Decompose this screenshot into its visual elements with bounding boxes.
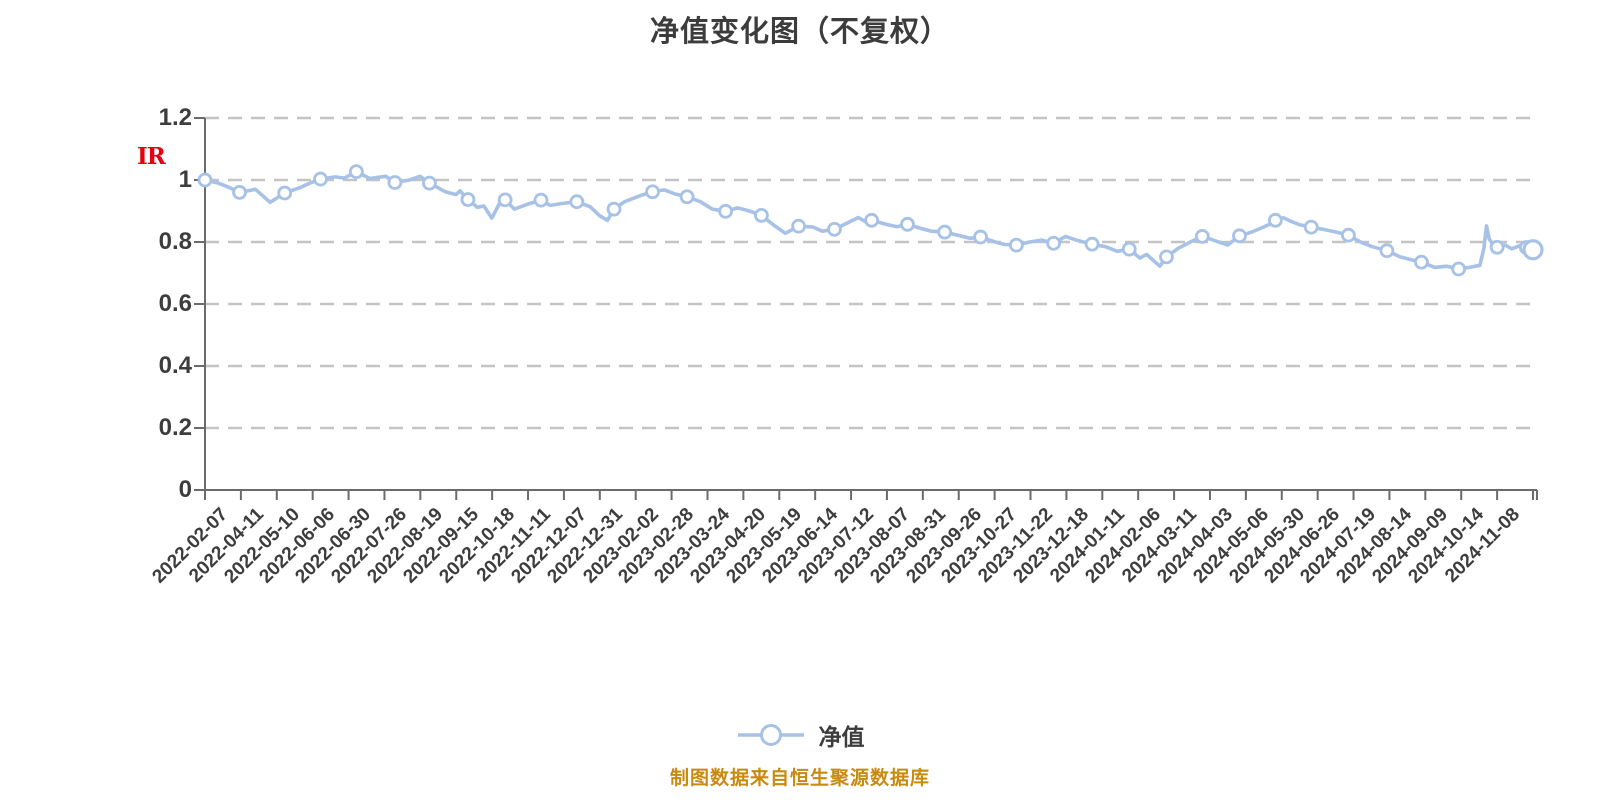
legend-label: 净值 <box>818 724 865 750</box>
legend-item-net-value[interactable]: 净值 <box>0 718 1600 752</box>
y-axis-tick-label: 0.6 <box>158 290 192 317</box>
y-axis-tick-label: 0.8 <box>158 228 192 255</box>
y-axis-tick-label: 0 <box>178 476 192 503</box>
legend-line-marker-icon <box>737 724 804 746</box>
y-axis-tick-label: 1.2 <box>158 104 192 131</box>
y-axis-tick-label: 0.4 <box>158 352 192 379</box>
data-source-note: 制图数据来自恒生聚源数据库 <box>669 768 930 789</box>
y-axis-tick-label: 1 <box>178 166 192 193</box>
y-axis-tick-label: 0.2 <box>158 414 192 441</box>
red-watermark: IR <box>137 143 166 170</box>
chart-title: 净值变化图（不复权） <box>649 16 950 48</box>
